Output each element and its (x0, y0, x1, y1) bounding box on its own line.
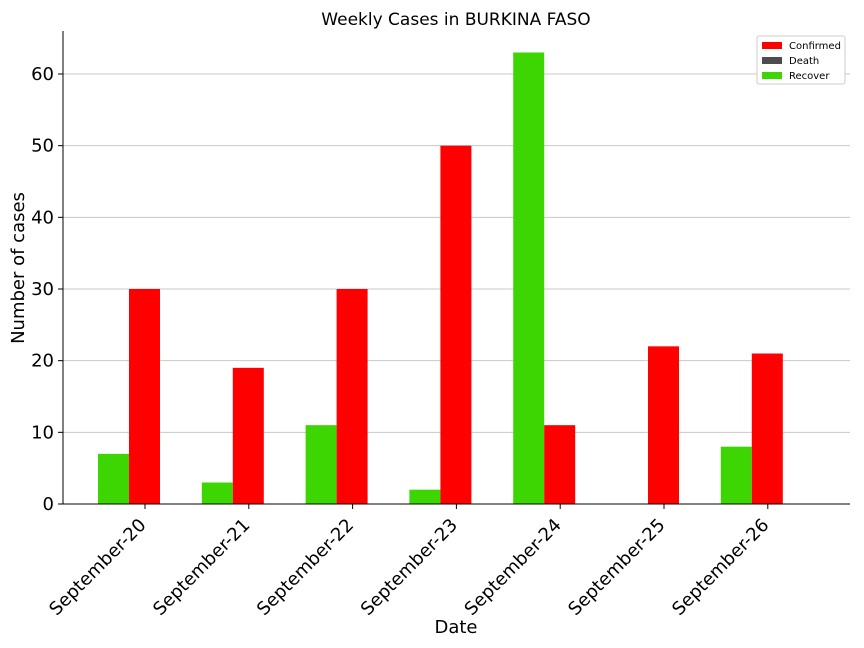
bar-recover (98, 453, 129, 504)
bar-recover (513, 52, 545, 504)
x-tick-label: September-25 (564, 515, 669, 620)
legend-label-confirmed: Confirmed (789, 41, 841, 52)
y-axis-title: Number of cases (8, 192, 29, 344)
legend-swatch-confirmed (762, 42, 782, 49)
bar-confirmed (336, 289, 368, 504)
legend-label-recover: Recover (789, 71, 830, 82)
bar-recover (720, 446, 752, 504)
legend-swatch-death (762, 57, 782, 64)
bar-recover (305, 425, 337, 504)
bar-confirmed (544, 425, 576, 504)
x-tick-label: September-26 (668, 515, 773, 620)
legend: Confirmed Death Recover (756, 35, 846, 85)
bar-confirmed (129, 289, 160, 504)
x-tick-label: September-24 (461, 515, 566, 620)
x-tick-label: September-21 (149, 515, 254, 620)
bar-recover (201, 482, 233, 504)
y-tick-label: 50 (31, 136, 54, 157)
bar-confirmed (648, 346, 679, 504)
legend-label-death: Death (789, 56, 819, 67)
bar-confirmed (232, 367, 264, 504)
x-ticks: September-20September-21September-22Sept… (45, 504, 773, 620)
chart-title: Weekly Cases in BURKINA FASO (321, 10, 590, 30)
y-tick-label: 60 (31, 64, 54, 85)
y-tick-label: 20 (31, 351, 54, 372)
y-tick-label: 40 (31, 207, 54, 228)
y-ticks: 0 10 20 30 40 50 60 (31, 64, 63, 515)
bar-recover (409, 489, 441, 504)
bar-confirmed (751, 353, 783, 504)
bar-confirmed (440, 145, 472, 504)
x-tick-label: September-20 (45, 515, 150, 620)
x-axis-title: Date (434, 617, 477, 638)
x-tick-label: September-23 (357, 515, 462, 620)
legend-swatch-recover (762, 72, 782, 79)
bars (98, 52, 783, 504)
y-tick-label: 30 (31, 279, 54, 300)
y-tick-label: 10 (31, 422, 54, 443)
x-tick-label: September-22 (253, 515, 358, 620)
y-tick-label: 0 (43, 494, 54, 515)
